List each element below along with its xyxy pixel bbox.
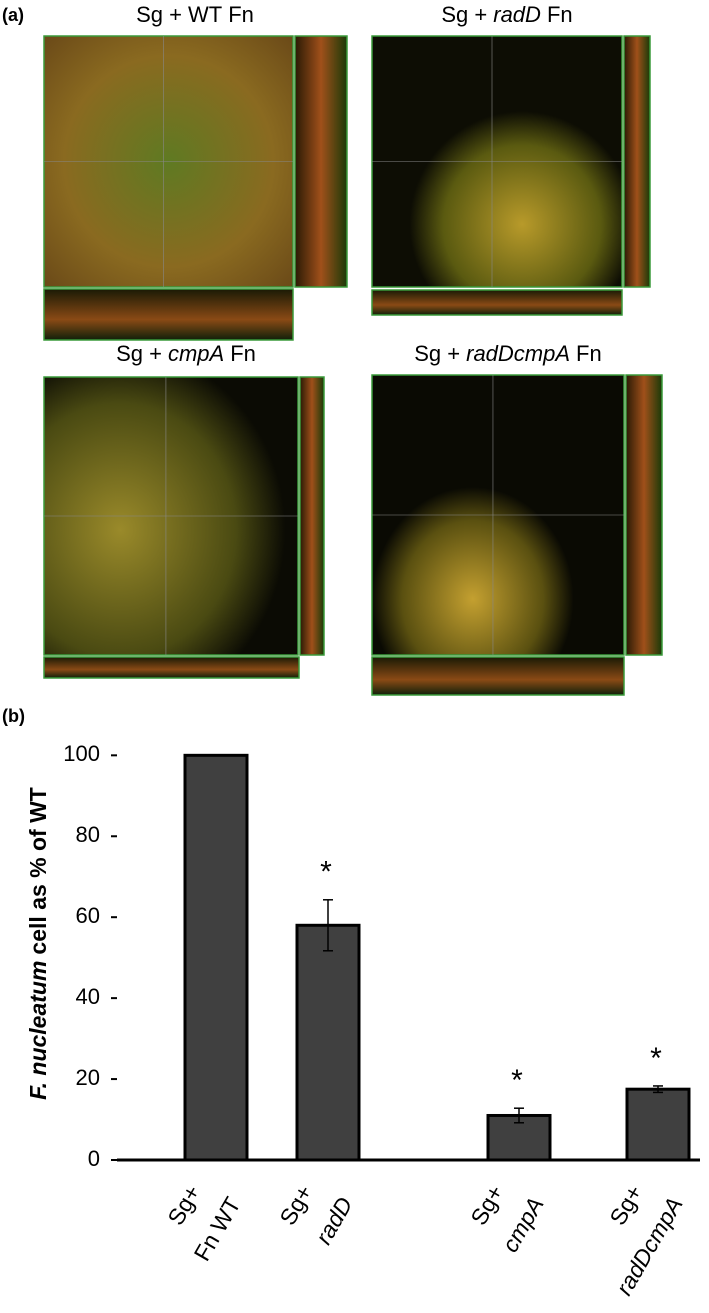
y-tick-label: 80	[76, 822, 100, 847]
significance-mark: *	[511, 1064, 523, 1097]
bar	[295, 923, 361, 1162]
image-title: Sg + cmpA Fn	[116, 341, 256, 366]
x-tick-label: radD	[310, 1193, 357, 1249]
y-tick-label: 0	[88, 1146, 100, 1171]
panel-label: (a)	[2, 5, 24, 25]
text-part: Sg +	[441, 2, 487, 27]
image-title: Sg + radD Fn	[441, 2, 572, 27]
text-part: Fn	[228, 2, 254, 27]
text-part: radDcmpA	[466, 341, 570, 366]
image-title: Sg + WT Fn	[136, 2, 254, 27]
x-tick-label: Sg+	[274, 1181, 317, 1230]
text-part: radD	[493, 2, 541, 27]
y-tick-label: 20	[76, 1065, 100, 1090]
text-part: cell as % of WT	[25, 787, 51, 954]
text-part: WT	[188, 2, 222, 27]
panel-label: (b)	[2, 706, 25, 726]
text-part: Fn	[230, 341, 256, 366]
bar	[625, 1087, 691, 1162]
y-tick-label: 100	[63, 741, 100, 766]
side-projection	[294, 35, 348, 288]
side-projection	[625, 374, 663, 656]
significance-mark: *	[320, 856, 332, 889]
x-tick-label: cmpA	[497, 1193, 549, 1257]
y-axis-label: F. nucleatum cell as % of WT	[25, 787, 51, 1100]
x-tick-label: Sg+	[162, 1181, 205, 1230]
text-part: Sg +	[414, 341, 460, 366]
text-part: Sg +	[116, 341, 162, 366]
x-tick-label: Sg+	[465, 1181, 508, 1230]
text-part: F. nucleatum	[25, 961, 51, 1100]
y-tick-label: 40	[76, 984, 100, 1009]
image-title: Sg + radDcmpA Fn	[414, 341, 601, 366]
bottom-projection	[371, 656, 625, 696]
side-projection	[623, 35, 651, 288]
y-tick-label: 60	[76, 903, 100, 928]
bar	[183, 753, 249, 1162]
text-part: Fn	[576, 341, 602, 366]
x-tick-label: Sg+	[604, 1181, 647, 1230]
text-part: Fn	[547, 2, 573, 27]
side-projection	[299, 376, 325, 656]
text-part: cmpA	[168, 341, 224, 366]
bar-chart: (b) F. nucleatum cell as % of WT 0 20 40 60 80 1…	[2, 706, 700, 1300]
significance-mark: *	[650, 1042, 662, 1075]
bottom-projection	[43, 288, 294, 341]
bottom-projection	[371, 289, 623, 316]
bottom-projection	[43, 656, 300, 679]
text-part: Sg +	[136, 2, 182, 27]
